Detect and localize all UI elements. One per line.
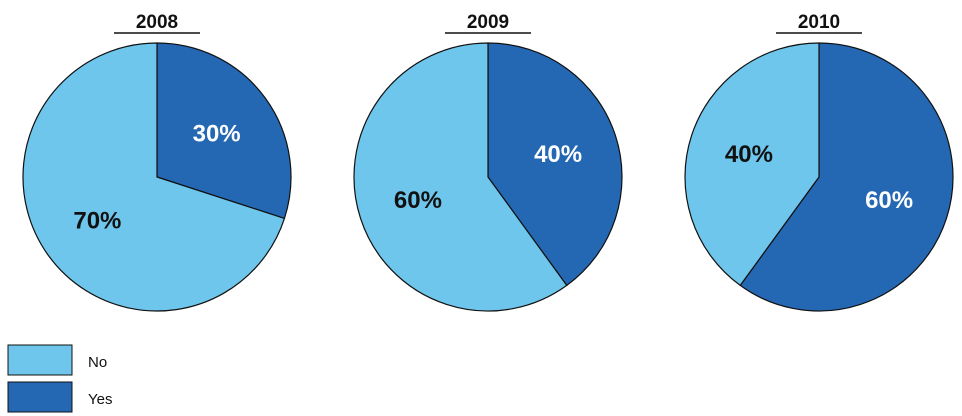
pie-slice-label-no: 70% [73, 207, 121, 234]
pie-title: 2009 [467, 12, 509, 33]
legend-label-no: No [88, 354, 107, 371]
pie-slice-label-yes: 60% [865, 187, 913, 214]
pie-2010: 2010 60% 40% [684, 12, 954, 312]
legend-swatch-no [7, 344, 73, 376]
pie-slice-yes [739, 42, 954, 312]
pie-slice-no [353, 42, 568, 312]
pie-title: 2010 [798, 12, 840, 33]
pie-slice-label-yes: 30% [193, 121, 241, 148]
pie-slice-no [684, 42, 820, 287]
pie-slice-label-no: 40% [725, 141, 773, 168]
pie-2009: 2009 40% 60% [353, 12, 623, 312]
pie-slice-label-no: 60% [394, 187, 442, 214]
pie-slice-no [22, 42, 286, 312]
pie-2008: 2008 30% 70% [22, 12, 292, 312]
pie-charts-group: 2008 30% 70% 2009 40% 60% 2010 60% 40% [22, 12, 954, 312]
pie-slice-label-yes: 40% [534, 141, 582, 168]
legend: No Yes [7, 344, 112, 413]
pie-slice-yes [156, 42, 292, 220]
pie-title: 2008 [136, 12, 178, 33]
legend-swatch-yes [7, 381, 73, 413]
legend-label-yes: Yes [88, 391, 112, 408]
pie-slice-yes [487, 42, 623, 287]
